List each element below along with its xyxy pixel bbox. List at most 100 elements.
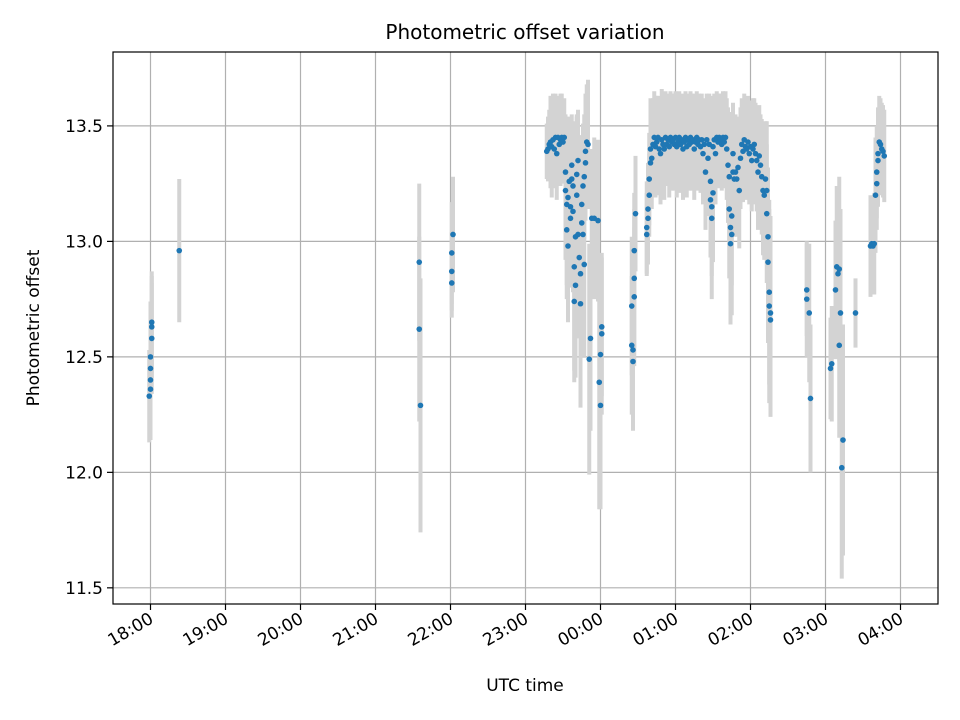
data-point — [147, 354, 154, 360]
data-point — [732, 169, 739, 175]
data-point — [148, 335, 155, 342]
data-point — [595, 217, 601, 224]
data-point — [712, 150, 719, 157]
data-point — [875, 150, 881, 157]
data-point — [723, 146, 730, 152]
data-point — [656, 146, 663, 152]
data-point — [705, 155, 711, 162]
y-axis-ticks: 11.5 12.0 12.5 13.0 13.5 — [65, 117, 113, 599]
data-point — [581, 173, 588, 180]
data-point — [702, 169, 709, 175]
y-tick-label: 12.5 — [65, 348, 103, 368]
data-point — [643, 224, 650, 231]
data-point — [646, 176, 653, 182]
data-point — [691, 146, 698, 152]
data-point — [643, 231, 650, 238]
data-point — [176, 247, 183, 254]
data-point — [757, 162, 764, 168]
y-tick-label: 13.0 — [65, 232, 103, 252]
data-point — [767, 317, 774, 323]
data-point — [630, 347, 636, 353]
data-point — [416, 326, 423, 332]
data-point — [572, 282, 579, 289]
data-point — [728, 213, 735, 219]
data-point — [881, 153, 888, 159]
data-point — [807, 395, 814, 402]
data-point — [628, 342, 635, 349]
data-point — [578, 220, 585, 226]
data-point — [835, 270, 841, 277]
data-point — [708, 203, 715, 210]
data-point — [628, 303, 635, 309]
data-point — [838, 464, 845, 471]
y-tick-label: 11.5 — [65, 579, 103, 599]
data-point — [751, 141, 758, 148]
data-point — [737, 155, 744, 162]
data-point — [753, 157, 760, 164]
data-point — [632, 210, 639, 217]
data-point — [806, 310, 813, 316]
data-point — [417, 402, 424, 409]
data-point — [840, 437, 846, 443]
data-point — [756, 153, 763, 159]
data-point — [147, 386, 154, 393]
data-points — [146, 134, 888, 471]
y-axis-label: Photometric offset — [24, 249, 44, 406]
data-point — [563, 227, 570, 233]
data-point — [748, 157, 755, 164]
data-point — [710, 143, 716, 150]
data-point — [553, 150, 560, 157]
data-point — [565, 194, 571, 201]
data-point — [565, 243, 571, 249]
data-point — [700, 150, 706, 157]
data-point — [701, 141, 708, 148]
data-point — [648, 155, 655, 162]
data-point — [766, 289, 773, 296]
data-point — [596, 379, 603, 386]
data-point — [750, 146, 756, 152]
data-point — [573, 171, 580, 178]
data-point — [736, 187, 743, 194]
data-point — [765, 259, 771, 265]
data-point — [698, 136, 705, 143]
data-point — [726, 173, 733, 180]
data-point — [580, 231, 586, 238]
data-point — [580, 183, 586, 189]
data-point — [587, 335, 594, 342]
data-point — [728, 231, 735, 238]
data-point — [763, 210, 770, 217]
data-point — [582, 148, 589, 155]
data-point — [448, 250, 455, 256]
data-point — [568, 162, 575, 168]
data-point — [875, 157, 881, 164]
data-point — [568, 176, 575, 182]
data-point — [148, 319, 155, 326]
data-point — [755, 169, 761, 175]
data-point — [631, 294, 638, 300]
data-point — [575, 157, 581, 164]
data-point — [581, 261, 588, 268]
data-point — [570, 183, 576, 189]
data-point — [803, 287, 810, 293]
data-point — [871, 240, 878, 247]
data-point — [631, 275, 638, 282]
data-point — [727, 240, 734, 247]
data-point — [880, 148, 886, 155]
data-point — [726, 206, 733, 212]
data-point — [763, 187, 770, 194]
x-axis-label: UTC time — [486, 676, 564, 696]
data-point — [762, 176, 769, 182]
data-point — [416, 259, 423, 265]
data-point — [828, 360, 835, 367]
data-point — [561, 134, 568, 141]
data-point — [708, 215, 715, 222]
data-point — [597, 402, 604, 409]
data-point — [597, 351, 604, 358]
data-point — [571, 263, 578, 270]
data-point — [146, 393, 153, 399]
data-point — [567, 215, 574, 222]
data-point — [551, 146, 558, 152]
data-point — [450, 231, 456, 238]
data-point — [577, 270, 584, 277]
